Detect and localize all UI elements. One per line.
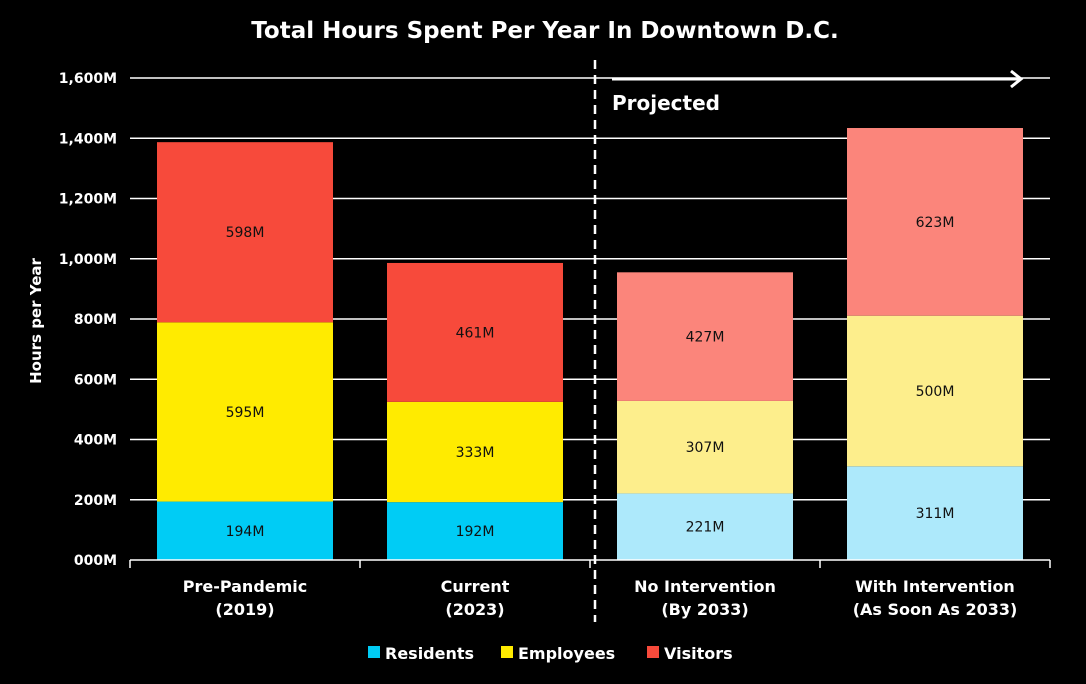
data-label: 307M xyxy=(686,440,725,456)
data-label: 311M xyxy=(916,506,955,522)
y-tick-label: 200M xyxy=(74,493,117,509)
bar-employees-3 xyxy=(847,315,1023,467)
data-label: 221M xyxy=(686,520,725,536)
data-label: 598M xyxy=(226,225,265,241)
bar-employees-1 xyxy=(387,401,563,503)
bar-residents-0 xyxy=(157,501,333,560)
x-tick-label: Pre-Pandemic xyxy=(183,577,308,596)
y-tick-label: 400M xyxy=(74,433,117,449)
projected-arrow-head xyxy=(1010,69,1024,89)
x-tick-label: With Intervention xyxy=(855,577,1015,596)
data-label: 500M xyxy=(916,384,955,400)
y-tick-label: 1,400M xyxy=(59,131,117,147)
x-tick-label: Current xyxy=(441,577,510,596)
data-label: 623M xyxy=(916,215,955,231)
x-tick-label-sub: (2019) xyxy=(215,600,274,619)
legend-swatch-residents xyxy=(368,646,380,658)
bar-visitors-2 xyxy=(617,272,793,401)
bar-residents-3 xyxy=(847,466,1023,560)
data-label: 427M xyxy=(686,330,725,346)
y-tick-label: 1,000M xyxy=(59,252,117,268)
projected-region: Projected xyxy=(593,60,1024,622)
legend-swatch-visitors xyxy=(647,646,659,658)
bar-visitors-1 xyxy=(387,262,563,402)
y-tick-label: 000M xyxy=(74,553,117,569)
data-label: 333M xyxy=(456,445,495,461)
bar-visitors-0 xyxy=(157,142,333,323)
x-axis: Pre-Pandemic (2019) Current (2023) No Interv… xyxy=(129,559,1051,619)
x-tick-label: No Intervention xyxy=(634,577,776,596)
bar-visitors-3 xyxy=(847,128,1023,316)
data-label: 461M xyxy=(456,325,495,341)
bar-employees-2 xyxy=(617,400,793,494)
y-tick-label: 1,200M xyxy=(59,192,117,208)
data-label: 192M xyxy=(456,524,495,540)
legend-label-employees: Employees xyxy=(518,644,615,663)
legend-label-residents: Residents xyxy=(385,644,474,663)
y-axis-title: Hours per Year xyxy=(27,258,45,384)
data-label: 194M xyxy=(226,524,265,540)
y-axis-ticks: 000M 200M 400M 600M 800M 1,000M 1,200M 1,400M 1,… xyxy=(59,71,117,569)
y-tick-label: 800M xyxy=(74,312,117,328)
legend-label-visitors: Visitors xyxy=(664,644,733,663)
legend-swatch-employees xyxy=(501,646,513,658)
x-tick-label-sub: (By 2033) xyxy=(661,600,748,619)
bar-residents-2 xyxy=(617,493,793,560)
bars xyxy=(157,128,1023,560)
x-tick-label-sub: (As Soon As 2033) xyxy=(853,600,1018,619)
x-tick-label-sub: (2023) xyxy=(445,600,504,619)
legend: Residents Employees Visitors xyxy=(368,644,733,663)
projected-label: Projected xyxy=(612,91,720,115)
y-tick-label: 1,600M xyxy=(59,71,117,87)
bar-employees-0 xyxy=(157,322,333,502)
data-label: 595M xyxy=(226,405,265,421)
data-labels: 194M 595M 598M 192M 333M 461M 221M 307M 427M 311M… xyxy=(226,215,955,540)
chart-title: Total Hours Spent Per Year In Downtown D… xyxy=(251,18,838,44)
y-tick-label: 600M xyxy=(74,372,117,388)
bar-residents-1 xyxy=(387,502,563,560)
